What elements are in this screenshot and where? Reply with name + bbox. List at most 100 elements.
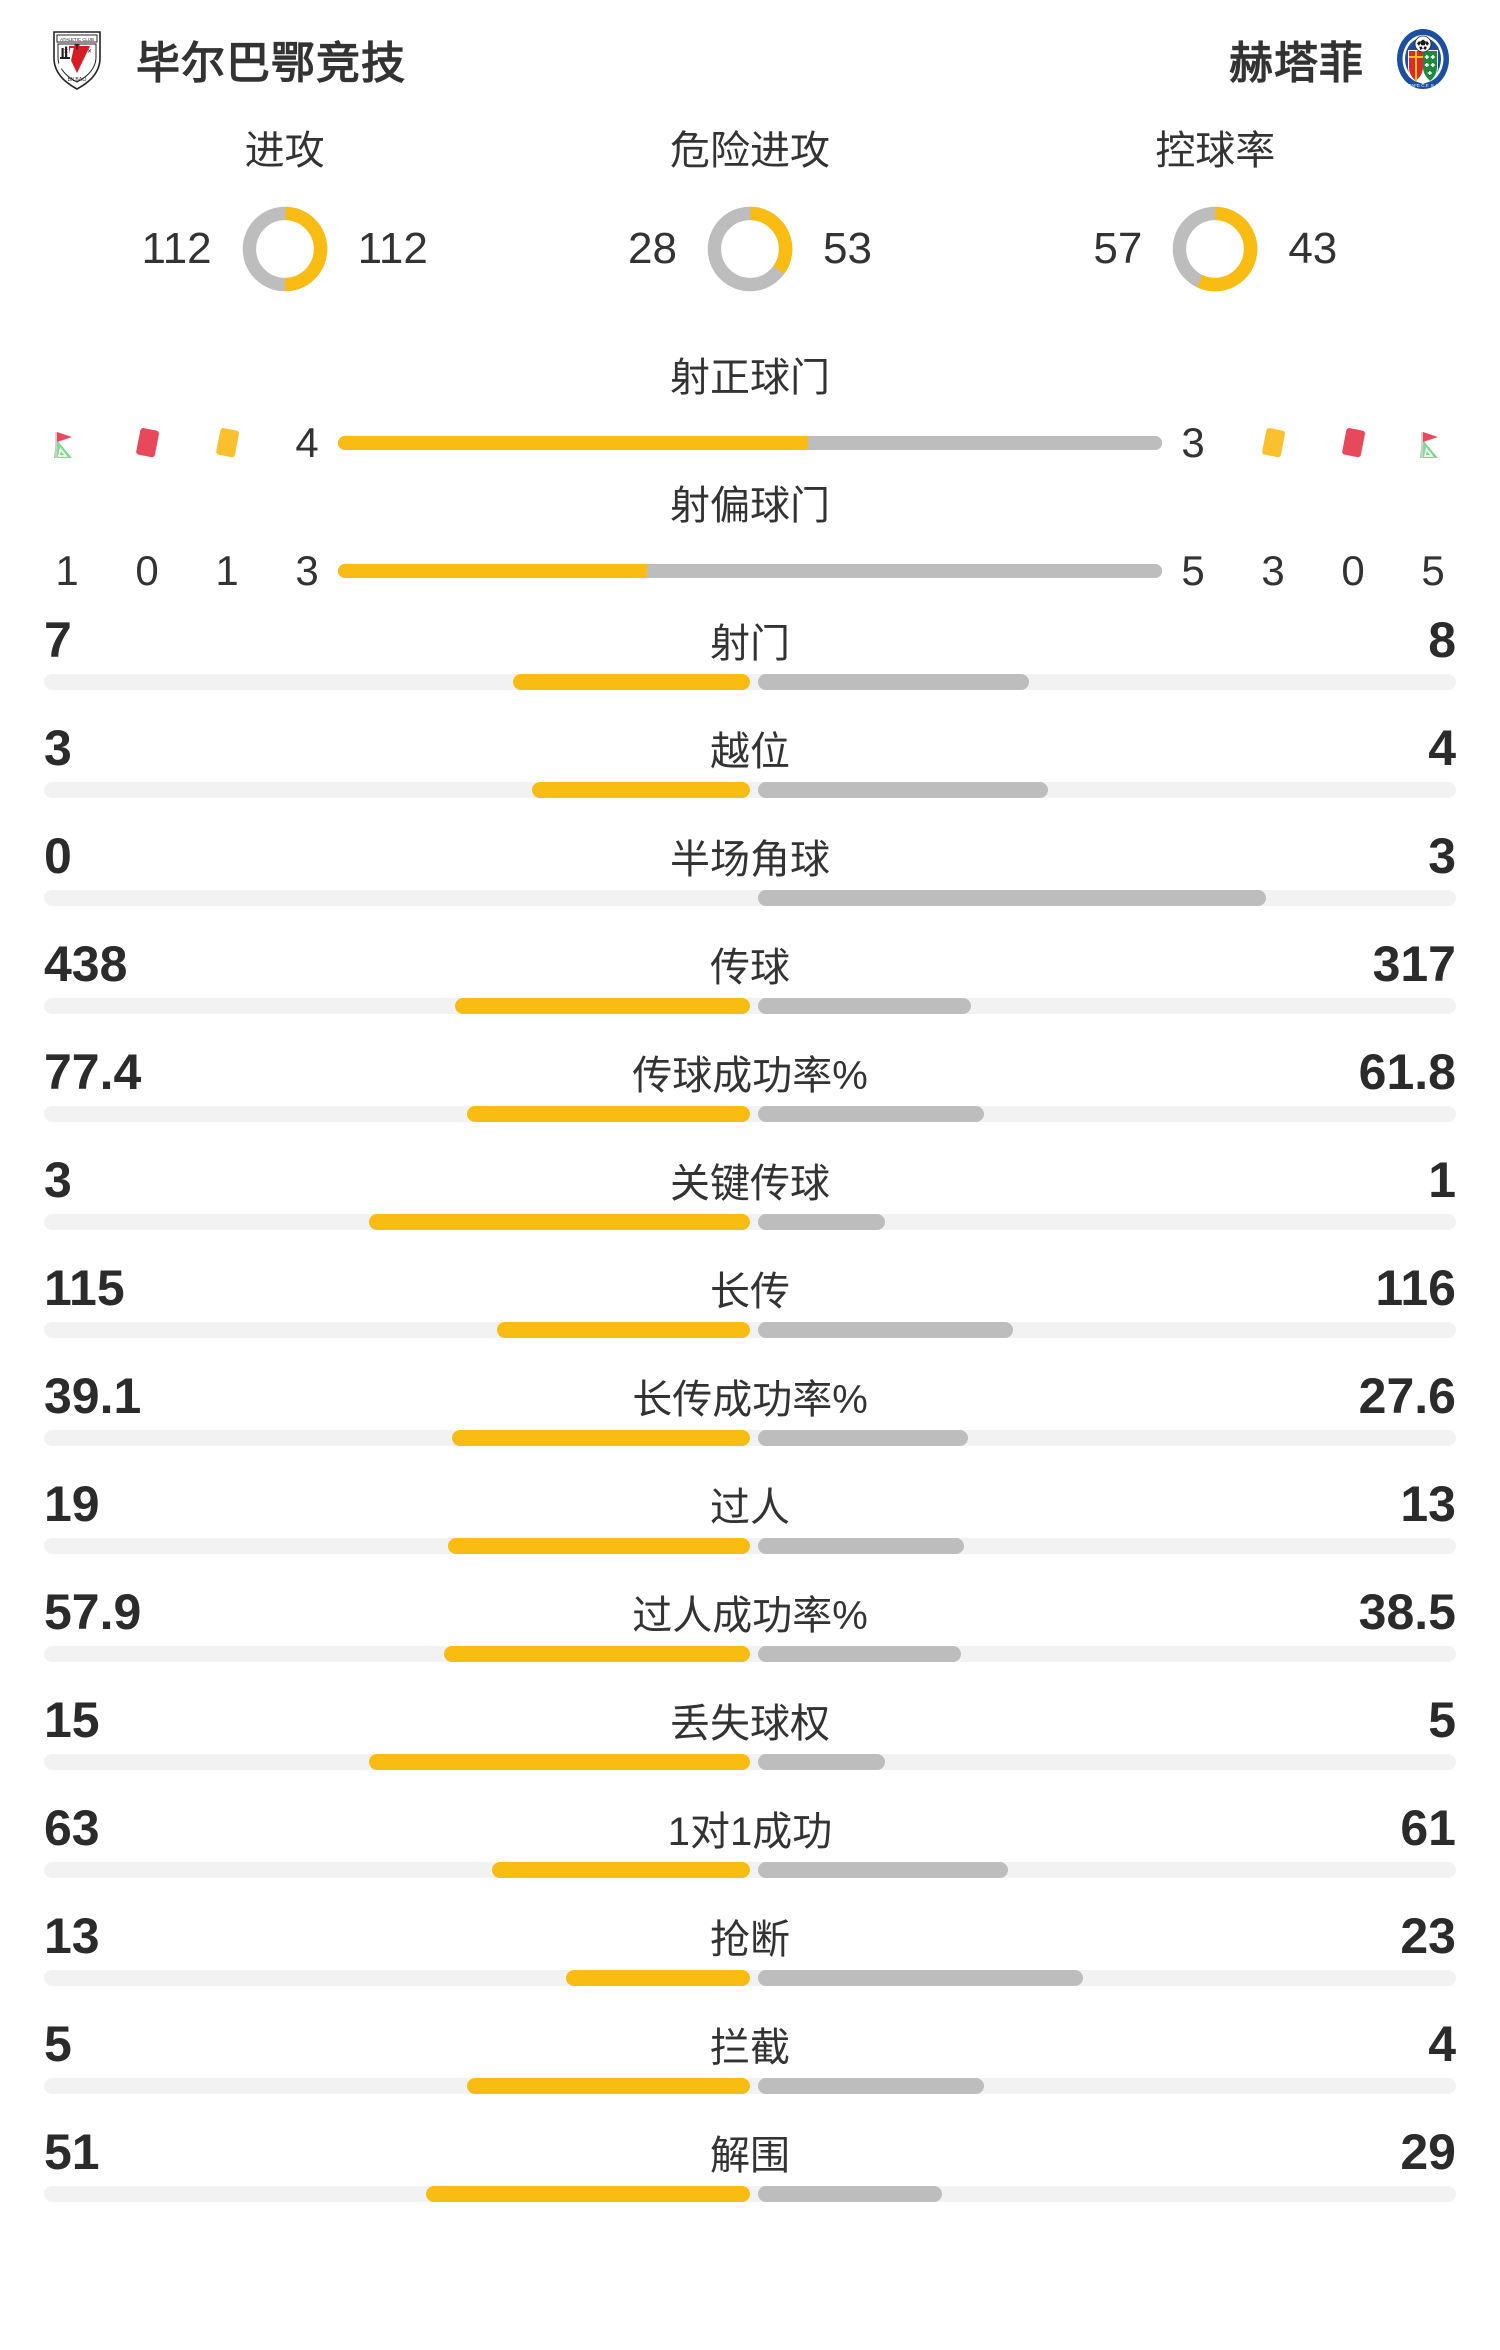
yellow-card-icon [204, 418, 250, 468]
stat-away-value: 61 [1400, 1800, 1456, 1856]
stat-row: 13 抢断 23 [44, 1902, 1456, 2010]
stat-bar [44, 782, 1456, 798]
stat-label: 解围 [710, 2134, 790, 2178]
stat-bar [44, 1646, 1456, 1662]
away-corner-count: 5 [1421, 547, 1445, 594]
stat-bar [44, 1538, 1456, 1554]
stat-bar-away [757, 1970, 1083, 1986]
stat-home-value: 5 [44, 2016, 72, 2072]
donut-chart-attacks [242, 206, 327, 292]
svg-text:BILBAO: BILBAO [68, 77, 87, 83]
svg-text:GETAFE C.F. S.A.D.: GETAFE C.F. S.A.D. [1402, 83, 1444, 88]
line-stat-bar [338, 436, 1162, 450]
stat-away-value: 3 [1428, 828, 1456, 884]
stat-bar-home [448, 1538, 750, 1554]
line-stat-home-value: 3 [295, 547, 319, 594]
stat-away-value: 23 [1400, 1908, 1456, 1964]
stat-bar-home [496, 1322, 750, 1338]
stat-bar-away [757, 1862, 1009, 1878]
stat-label: 过人成功率% [632, 1594, 868, 1638]
stat-bar-home [425, 2186, 750, 2202]
stat-row: 3 关键传球 1 [44, 1146, 1456, 1254]
donut-chart-dangerous-attacks [707, 206, 793, 292]
line-stat-home-value: 4 [295, 419, 319, 466]
stat-row: 438 传球 317 [44, 930, 1456, 1038]
stat-label: 传球成功率% [632, 1054, 868, 1098]
stat-home-value: 77.4 [44, 1044, 142, 1100]
stat-bar-home [368, 1754, 750, 1770]
stat-bar-away [757, 2186, 942, 2202]
stat-bar [44, 1754, 1456, 1770]
home-team[interactable]: ATHLETIC CLUB ✕ ✕ BILBAO [44, 26, 406, 92]
donut-block-possession: 控球率 57 43 [983, 118, 1448, 296]
stat-bar-home [512, 674, 750, 690]
stat-label: 1对1成功 [667, 1810, 833, 1854]
stat-bar-away [757, 1106, 984, 1122]
corner-flag-icon [44, 418, 90, 468]
stat-bar-away [757, 2078, 984, 2094]
stat-home-value: 57.9 [44, 1584, 142, 1640]
corner-flag-icon [1410, 418, 1456, 468]
stat-away-value: 1 [1428, 1152, 1456, 1208]
stat-home-value: 15 [44, 1692, 100, 1748]
stat-home-value: 438 [44, 936, 128, 992]
stat-bar [44, 2078, 1456, 2094]
stat-label: 丢失球权 [670, 1702, 830, 1746]
home-discipline-icons [44, 418, 250, 468]
line-stat-label: 射正球门 [670, 356, 830, 400]
stat-row: 0 半场角球 3 [44, 822, 1456, 930]
donut-summary-row: 进攻 112 112 危险进攻 28 53 控球率 [0, 118, 1500, 348]
home-discipline-counts: 1 0 1 [44, 547, 250, 595]
stat-row: 7 射门 8 [44, 606, 1456, 714]
stat-row: 51 解围 29 [44, 2118, 1456, 2226]
stat-rows: 7 射门 8 3 越位 4 0 半场角球 3 438 传球 317 77.4 传球成功率% 61.8 3 关键传… [0, 606, 1500, 2226]
stat-away-value: 4 [1428, 720, 1456, 776]
donut-chart-possession [1173, 206, 1258, 292]
stat-bar [44, 1970, 1456, 1986]
donut-home-value: 28 [628, 224, 677, 273]
away-red-card-count: 0 [1341, 547, 1365, 594]
stat-row: 19 过人 13 [44, 1470, 1456, 1578]
stat-home-value: 0 [44, 828, 72, 884]
donut-title: 危险进攻 [669, 129, 830, 173]
stat-row: 5 拦截 4 [44, 2010, 1456, 2118]
stat-bar [44, 2186, 1456, 2202]
away-discipline-icons [1250, 418, 1456, 468]
line-stat-shots-on-target: 射正球门 [44, 358, 1456, 472]
stat-label: 长传成功率% [632, 1378, 868, 1422]
stat-home-value: 3 [44, 720, 72, 776]
away-team[interactable]: 赫塔菲 [1229, 26, 1456, 92]
home-corner-count: 1 [55, 547, 79, 594]
stat-away-value: 61.8 [1358, 1044, 1456, 1100]
stat-away-value: 13 [1400, 1476, 1456, 1532]
donut-home-value: 57 [1093, 224, 1143, 273]
stat-row: 63 1对1成功 61 [44, 1794, 1456, 1902]
donut-block-attacks: 进攻 112 112 [52, 118, 517, 296]
stat-label: 越位 [710, 730, 790, 774]
stat-home-value: 3 [44, 1152, 72, 1208]
stat-label: 抢断 [710, 1918, 790, 1962]
stat-bar-away [757, 1538, 965, 1554]
stat-away-value: 317 [1372, 936, 1456, 992]
match-header: ATHLETIC CLUB ✕ ✕ BILBAO [0, 0, 1500, 118]
away-yellow-card-count: 3 [1261, 547, 1285, 594]
stat-home-value: 7 [44, 612, 72, 668]
stat-away-value: 27.6 [1358, 1368, 1456, 1424]
stat-row: 77.4 传球成功率% 61.8 [44, 1038, 1456, 1146]
stat-bar-home [368, 1214, 750, 1230]
line-stats-section: 射正球门 [0, 358, 1500, 600]
stat-bar [44, 1322, 1456, 1338]
stat-label: 长传 [710, 1270, 790, 1314]
away-discipline-counts: 3 0 5 [1250, 547, 1456, 595]
donut-away-value: 43 [1288, 224, 1338, 273]
donut-away-value: 112 [357, 224, 428, 273]
line-stat-bar [338, 564, 1162, 578]
stat-home-value: 39.1 [44, 1368, 142, 1424]
stat-bar-home [467, 2078, 750, 2094]
stat-bar-away [757, 1214, 886, 1230]
stat-bar-home [467, 1106, 750, 1122]
line-stat-away-value: 3 [1181, 419, 1205, 466]
stat-bar-away [757, 674, 1029, 690]
stat-bar [44, 674, 1456, 690]
line-stat-away-value: 5 [1181, 547, 1205, 594]
